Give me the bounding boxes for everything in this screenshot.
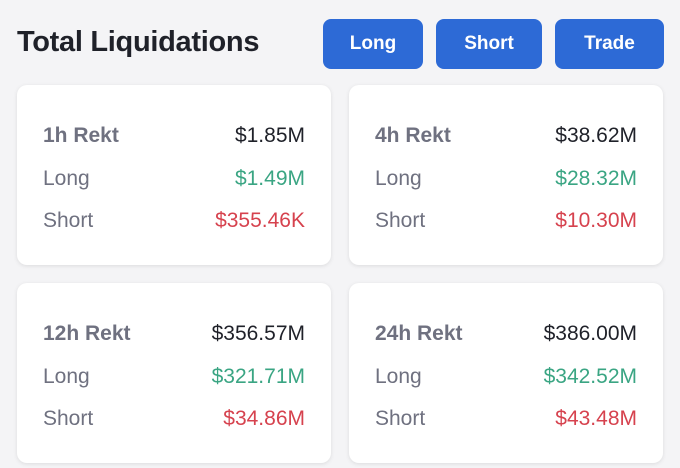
period-label: 1h Rekt [43,124,119,147]
card-long-row: Long $321.71M [43,364,305,390]
card-long-row: Long $342.52M [375,364,637,390]
card-short-row: Short $10.30M [375,208,637,234]
long-value: $1.49M [234,167,305,190]
liquidation-card-1h: 1h Rekt $1.85M Long $1.49M Short $355.46… [17,85,331,265]
long-label: Long [43,167,90,190]
card-short-row: Short $34.86M [43,406,305,432]
total-value: $1.85M [234,124,305,147]
card-total-row: 4h Rekt $38.62M [375,123,637,149]
liquidation-card-12h: 12h Rekt $356.57M Long $321.71M Short $3… [17,283,331,463]
total-value: $38.62M [555,124,637,147]
card-short-row: Short $355.46K [43,208,305,234]
short-value: $34.86M [223,407,305,430]
liquidation-card-4h: 4h Rekt $38.62M Long $28.32M Short $10.3… [349,85,663,265]
short-label: Short [43,209,94,232]
period-label: 12h Rekt [43,322,131,345]
long-label: Long [375,365,422,388]
short-label: Short [43,407,94,430]
short-value: $10.30M [555,209,637,232]
long-value: $28.32M [555,167,637,190]
short-value: $355.46K [215,209,305,232]
long-value: $321.71M [211,365,305,388]
card-long-row: Long $28.32M [375,166,637,192]
card-long-row: Long $1.49M [43,166,305,192]
long-button[interactable]: Long [323,19,423,69]
long-label: Long [375,167,422,190]
card-total-row: 24h Rekt $386.00M [375,321,637,347]
card-total-row: 1h Rekt $1.85M [43,123,305,149]
card-short-row: Short $43.48M [375,406,637,432]
long-label: Long [43,365,90,388]
short-button[interactable]: Short [436,19,542,69]
long-value: $342.52M [543,365,637,388]
trade-button[interactable]: Trade [555,19,664,69]
period-label: 24h Rekt [375,322,463,345]
liquidation-card-24h: 24h Rekt $386.00M Long $342.52M Short $4… [349,283,663,463]
short-label: Short [375,407,426,430]
page-title: Total Liquidations [17,26,260,58]
period-label: 4h Rekt [375,124,451,147]
total-value: $386.00M [543,322,637,345]
total-value: $356.57M [211,322,305,345]
short-label: Short [375,209,426,232]
card-total-row: 12h Rekt $356.57M [43,321,305,347]
short-value: $43.48M [555,407,637,430]
